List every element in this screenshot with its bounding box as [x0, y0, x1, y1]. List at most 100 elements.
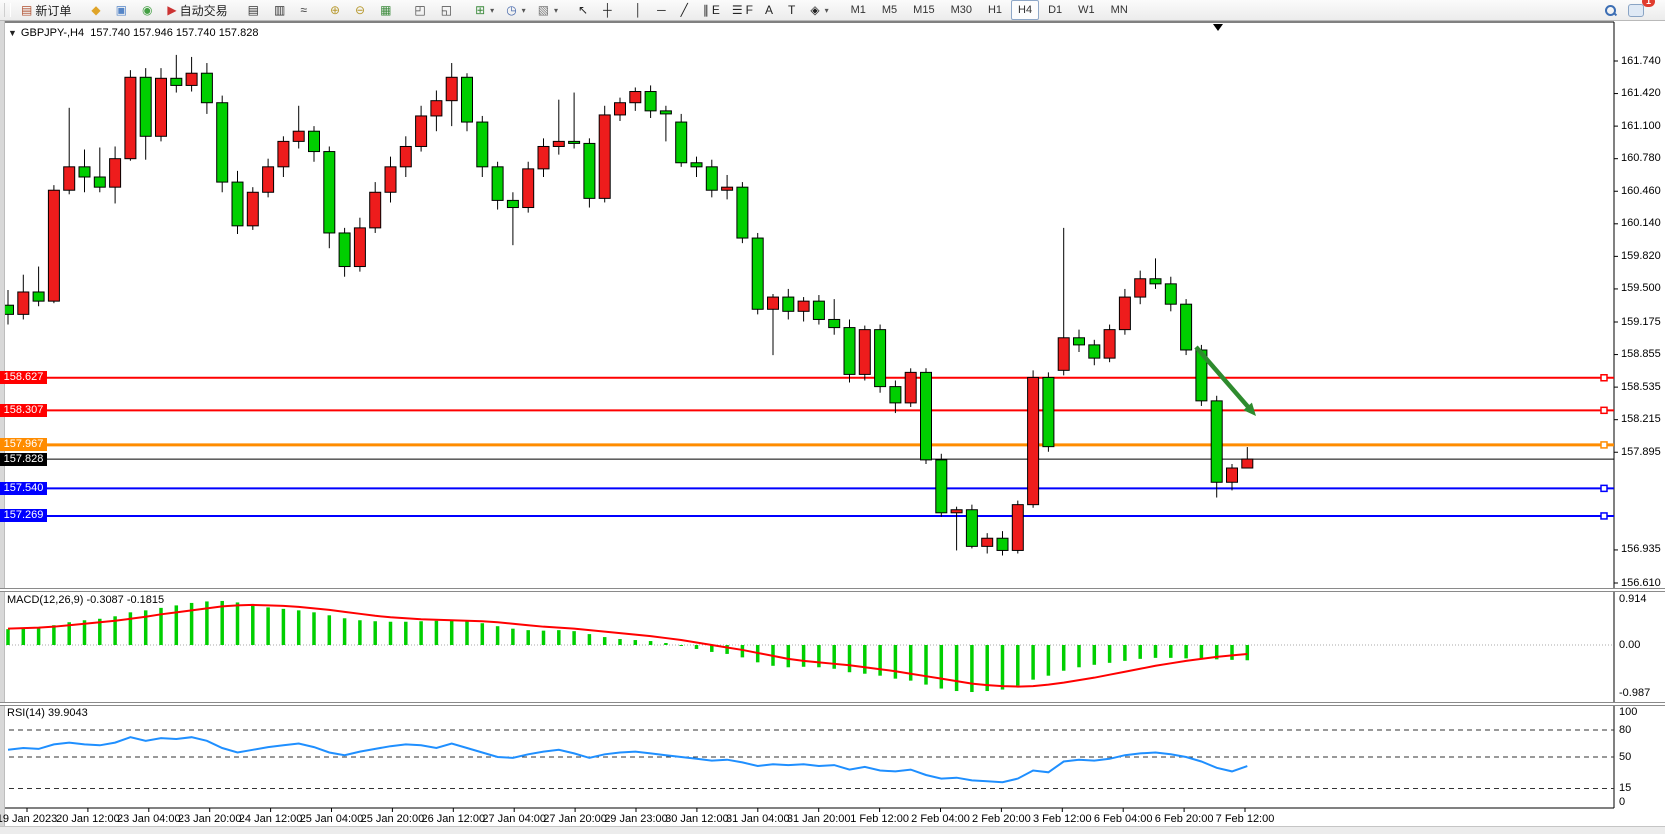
toolbar-grip[interactable]: [4, 3, 11, 17]
line-handle[interactable]: [1600, 374, 1608, 382]
time-tick-label: 23 Jan 04:00: [116, 813, 181, 825]
line-handle[interactable]: [1600, 512, 1608, 520]
macd-tick-label: 0.00: [1619, 638, 1641, 651]
candle: [843, 327, 856, 375]
candle: [78, 166, 91, 178]
zoom-out-button[interactable]: ⊖: [350, 0, 373, 20]
candle: [461, 76, 473, 123]
fibonacci-button[interactable]: ☰ F: [727, 0, 758, 20]
line-handle[interactable]: [1600, 406, 1608, 415]
timeframe-m5[interactable]: M5: [881, 4, 898, 16]
candle: [63, 166, 76, 191]
shapes-button[interactable]: ◈ ▾: [805, 0, 833, 20]
timeframe-w1[interactable]: W1: [1078, 4, 1095, 16]
chart-shift-marker[interactable]: [1213, 24, 1223, 31]
periods-button[interactable]: ◷ ▾: [501, 0, 531, 20]
candle: [1042, 376, 1055, 448]
chevron-down-icon[interactable]: ▾: [824, 5, 829, 15]
signals-button[interactable]: ◉: [137, 0, 160, 20]
zoom-in-button[interactable]: ⊕: [325, 0, 348, 20]
ohlc-values: 157.740 157.946 157.740 157.828: [90, 27, 259, 39]
chevron-down-icon[interactable]: ▾: [490, 5, 495, 15]
candle: [476, 121, 489, 168]
candlestick-button[interactable]: ▥: [269, 0, 293, 20]
candle: [1180, 303, 1193, 351]
auto-scroll-button[interactable]: ◰: [409, 0, 433, 20]
new-chart-button[interactable]: ⊞ ▾: [470, 0, 499, 20]
chat-button[interactable]: 1: [1623, 0, 1655, 20]
candle: [1011, 504, 1024, 551]
timeframe-m30[interactable]: M30: [950, 4, 972, 16]
line-handle[interactable]: [1600, 484, 1608, 493]
autotrading-button[interactable]: ▶ 自动交易: [162, 0, 232, 20]
candle: [1210, 400, 1223, 483]
candle: [965, 509, 978, 547]
crosshair-button[interactable]: ┼: [598, 0, 620, 20]
candle: [552, 140, 565, 147]
timeframe-m1[interactable]: M1: [850, 4, 866, 16]
time-tick-label: 26 Jan 12:00: [421, 813, 486, 825]
candle: [170, 77, 183, 86]
candle: [109, 158, 122, 188]
line-handle[interactable]: [1600, 441, 1608, 449]
price-tick-label: 156.610: [1621, 576, 1661, 589]
pane-splitter-macd[interactable]: [0, 588, 1665, 592]
timeframe-h1[interactable]: H1: [987, 4, 1003, 16]
zoom-out-icon: ⊖: [355, 3, 366, 17]
clock-icon: ◷: [506, 3, 517, 17]
bar-chart-button[interactable]: ▤: [243, 0, 267, 20]
tile-windows-button[interactable]: ▦: [375, 0, 399, 20]
time-tick-label: 25 Jan 20:00: [360, 813, 425, 825]
time-tick-label: 1 Feb 12:00: [850, 813, 909, 825]
line-chart-button[interactable]: ≈: [295, 0, 315, 20]
candle: [246, 191, 259, 227]
candle: [920, 371, 932, 461]
text-icon: A: [765, 3, 774, 17]
price-tick-label: 159.820: [1621, 249, 1661, 262]
new-order-button[interactable]: ▤ 新订单: [16, 0, 76, 20]
cursor-button[interactable]: ↖: [573, 0, 596, 20]
candle: [690, 162, 703, 168]
text-button[interactable]: A: [760, 0, 781, 20]
rsi-tick-label: 0: [1619, 795, 1626, 808]
candle: [858, 329, 871, 375]
candle: [47, 189, 60, 302]
chart-dropdown-icon[interactable]: ▼: [8, 28, 17, 38]
search-button[interactable]: [1600, 0, 1621, 20]
main-toolbar: ▤ 新订单 ◆ ▣ ◉ ▶ 自动交易 ▤ ▥ ≈ ⊕ ⊖ ▦ ◰ ◱ ⊞ ▾ ◷ ▾ ▧ ▾ ↖ ┼ │ ─ ╱ ∥ E ☰ F A T ◈ ▾ …: [0, 0, 1665, 21]
price-tick-label: 161.100: [1621, 119, 1661, 132]
chat-icon: [1628, 3, 1644, 17]
annotation-arrow[interactable]: [1194, 345, 1252, 410]
candle: [583, 142, 596, 199]
candle: [904, 371, 917, 404]
signal-icon: ◉: [141, 3, 153, 17]
vline-button[interactable]: │: [630, 0, 651, 20]
templates-button[interactable]: ▧ ▾: [533, 0, 563, 20]
hline-button[interactable]: ─: [652, 0, 674, 20]
candle: [445, 76, 458, 102]
channel-button[interactable]: ∥ E: [698, 0, 725, 20]
timeframe-h4[interactable]: H4: [1011, 0, 1040, 20]
candle: [491, 166, 504, 201]
rsi-tick-label: 80: [1619, 723, 1632, 736]
chevron-down-icon[interactable]: ▾: [554, 5, 559, 15]
text-label-button[interactable]: T: [783, 0, 803, 20]
timeframe-d1[interactable]: D1: [1048, 4, 1063, 16]
price-tick-label: 157.895: [1621, 445, 1661, 458]
chart-shift-button[interactable]: ◱: [436, 0, 460, 20]
chevron-down-icon[interactable]: ▾: [521, 5, 526, 15]
trendline-button[interactable]: ╱: [676, 0, 696, 20]
candle: [277, 140, 290, 168]
candle: [292, 130, 305, 142]
timeframe-mn[interactable]: MN: [1110, 4, 1128, 16]
price-tag-158.307: 158.307: [0, 403, 47, 417]
market-watch-button[interactable]: ◆: [86, 0, 108, 20]
timeframe-m15[interactable]: M15: [913, 4, 935, 16]
candle: [124, 76, 137, 160]
macd-tick-label: -0.987: [1619, 687, 1651, 700]
pane-splitter-rsi[interactable]: [0, 702, 1665, 706]
time-tick-label: 2 Feb 20:00: [972, 813, 1031, 825]
price-tag-157.828: 157.828: [0, 452, 47, 466]
terminal-button[interactable]: ▣: [111, 0, 135, 20]
candle: [889, 386, 902, 404]
